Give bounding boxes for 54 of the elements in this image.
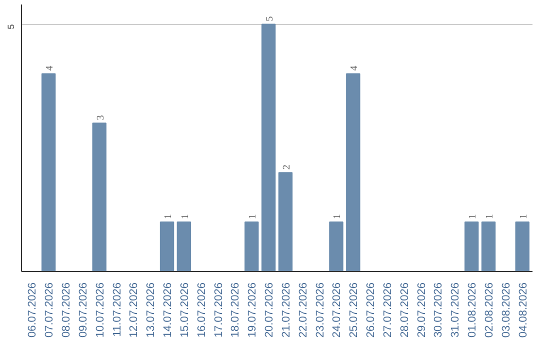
data-label: 1 bbox=[180, 214, 191, 220]
bar bbox=[176, 222, 192, 272]
x-tick-label: 06.07.2026 bbox=[26, 282, 39, 338]
x-tick-label: 12.07.2026 bbox=[128, 282, 140, 338]
data-label: 1 bbox=[248, 214, 259, 220]
x-tick-label: 07.07.2026 bbox=[44, 282, 56, 338]
x-tick-label: 30.07.2026 bbox=[432, 282, 445, 338]
x-tick-label: 21.07.2026 bbox=[280, 282, 292, 338]
x-tick-label: 08.07.2026 bbox=[60, 282, 72, 338]
x-tick-label: 22.07.2026 bbox=[297, 282, 310, 338]
bar bbox=[481, 222, 496, 272]
x-tick-label: 04.08.2026 bbox=[517, 282, 530, 338]
bar bbox=[329, 222, 344, 272]
x-tick-label: 28.07.2026 bbox=[398, 282, 411, 338]
x-tick-label: 18.07.2026 bbox=[230, 282, 242, 338]
x-tick-label: 23.07.2026 bbox=[314, 282, 326, 338]
x-tick-label: 03.08.2026 bbox=[500, 282, 512, 338]
x-tick-label: 02.08.2026 bbox=[484, 282, 496, 338]
bar bbox=[92, 122, 106, 272]
data-label: 1 bbox=[332, 214, 344, 220]
x-tick-label: 17.07.2026 bbox=[212, 282, 225, 338]
x-tick-label: 13.07.2026 bbox=[145, 282, 158, 338]
x-tick-label: 24.07.2026 bbox=[331, 282, 344, 338]
bar bbox=[41, 73, 56, 272]
x-tick-label: 25.07.2026 bbox=[348, 282, 360, 338]
data-label: 1 bbox=[468, 214, 479, 220]
data-label: 3 bbox=[95, 115, 106, 120]
bar bbox=[160, 222, 174, 272]
x-tick-label: 11.07.2026 bbox=[111, 282, 124, 337]
bar bbox=[244, 222, 259, 272]
bar bbox=[346, 73, 360, 272]
x-tick-label: 10.07.2026 bbox=[94, 282, 106, 338]
data-label: 4 bbox=[44, 66, 56, 71]
x-tick-label: 26.07.2026 bbox=[365, 282, 378, 338]
x-tick-label: 19.07.2026 bbox=[246, 282, 259, 338]
data-label: 5 bbox=[264, 16, 276, 22]
x-tick-label: 29.07.2026 bbox=[416, 282, 428, 338]
data-label: 1 bbox=[163, 214, 174, 220]
x-tick-label: 16.07.2026 bbox=[196, 282, 208, 338]
bar bbox=[278, 172, 293, 272]
data-label: 4 bbox=[349, 66, 360, 71]
bar bbox=[261, 24, 276, 272]
bar bbox=[464, 222, 479, 272]
x-tick-label: 01.08.2026 bbox=[466, 282, 479, 338]
x-tick-label: 31.07.2026 bbox=[450, 282, 462, 338]
data-label: 1 bbox=[518, 214, 530, 220]
x-tick-label: 09.07.2026 bbox=[77, 282, 90, 338]
x-tick-label: 27.07.2026 bbox=[382, 282, 394, 338]
x-tick-label: 15.07.2026 bbox=[178, 282, 191, 338]
x-tick-label: 20.07.2026 bbox=[264, 282, 276, 338]
data-label: 2 bbox=[281, 164, 292, 170]
bar bbox=[515, 222, 530, 272]
x-tick-label: 14.07.2026 bbox=[162, 282, 174, 338]
data-label: 1 bbox=[484, 214, 496, 220]
